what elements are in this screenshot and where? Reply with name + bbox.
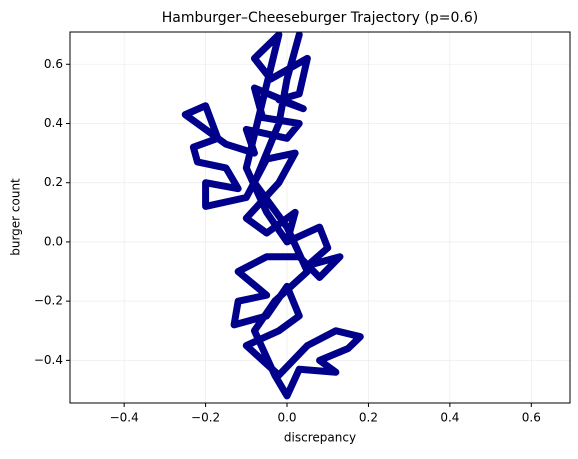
chart-title: Hamburger–Cheeseburger Trajectory (p=0.6… [162,10,478,26]
y-tick-label: −0.4 [34,353,63,367]
y-tick-label: 0.0 [44,234,63,248]
plot-frame [69,31,571,404]
x-tick-label: 0.6 [522,411,541,425]
x-tick-label: −0.4 [110,411,139,425]
x-tick-label: 0.4 [440,411,459,425]
x-tick-label: −0.2 [191,411,220,425]
y-tick-label: 0.2 [44,175,63,189]
trajectory [181,32,364,400]
y-tick-label: 0.4 [44,116,63,130]
x-axis-label: discrepancy [284,431,356,445]
y-tick-label: 0.6 [44,57,63,71]
x-tick-label: 0.2 [359,411,378,425]
y-axis-label: burger count [9,178,23,256]
x-tick-label: 0.0 [277,411,296,425]
y-tick-label: −0.2 [34,294,63,308]
